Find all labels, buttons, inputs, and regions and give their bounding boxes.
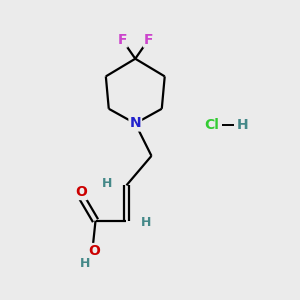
- Text: O: O: [75, 185, 87, 199]
- Text: H: H: [102, 177, 112, 190]
- Text: F: F: [144, 33, 153, 46]
- Text: H: H: [140, 216, 151, 229]
- Text: H: H: [80, 257, 90, 270]
- Text: F: F: [117, 33, 127, 46]
- Text: Cl: Cl: [204, 118, 219, 132]
- Text: O: O: [88, 244, 100, 258]
- Text: N: N: [130, 116, 141, 130]
- Text: H: H: [237, 118, 249, 132]
